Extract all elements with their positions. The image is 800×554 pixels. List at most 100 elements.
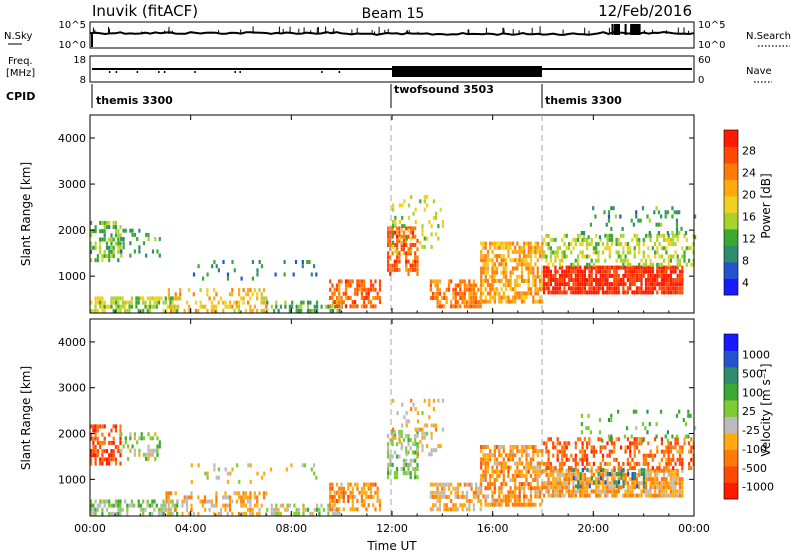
scatter-cell bbox=[484, 287, 487, 292]
scatter-cell bbox=[660, 489, 663, 494]
scatter-cell bbox=[529, 266, 533, 271]
scatter-cell bbox=[103, 225, 106, 230]
scatter-cell bbox=[344, 291, 348, 296]
scatter-cell bbox=[675, 413, 679, 418]
scatter-cell bbox=[633, 254, 636, 259]
scatter-cell bbox=[410, 236, 413, 241]
scatter-cell bbox=[599, 476, 603, 481]
scatter-cell bbox=[145, 456, 148, 461]
scatter-cell bbox=[509, 270, 512, 275]
scatter-cell bbox=[681, 269, 684, 274]
scatter-cell bbox=[489, 295, 492, 300]
scatter-cell bbox=[369, 300, 373, 305]
scatter-cell bbox=[563, 445, 566, 450]
scatter-cell bbox=[554, 445, 557, 450]
scatter-cell bbox=[610, 485, 614, 490]
scatter-cell bbox=[493, 254, 496, 259]
scatter-cell bbox=[532, 266, 535, 271]
scatter-cell bbox=[667, 481, 670, 486]
scatter-cell bbox=[329, 507, 332, 512]
scatter-cell bbox=[477, 287, 480, 292]
scatter-cell bbox=[601, 286, 605, 291]
scatter-cell bbox=[142, 308, 145, 313]
scatter-cell bbox=[539, 502, 542, 507]
scatter-cell bbox=[376, 499, 379, 503]
scatter-cell bbox=[147, 237, 150, 241]
scatter-cell bbox=[256, 511, 259, 516]
scatter-cell bbox=[456, 490, 460, 495]
scatter-cell bbox=[667, 265, 670, 270]
scatter-cell bbox=[647, 493, 650, 498]
scatter-cell bbox=[583, 254, 586, 259]
scatter-cell bbox=[681, 477, 684, 482]
scatter-cell bbox=[654, 493, 657, 498]
scatter-cell bbox=[595, 449, 598, 454]
scatter-cell bbox=[194, 300, 198, 305]
scatter-cell bbox=[224, 304, 227, 309]
scatter-cell bbox=[588, 286, 591, 291]
scatter-cell bbox=[293, 511, 296, 516]
scatter-cell bbox=[678, 282, 682, 287]
scatter-cell bbox=[678, 453, 682, 458]
scatter-cell bbox=[511, 270, 514, 275]
scatter-cell bbox=[153, 304, 156, 309]
scatter-cell bbox=[253, 495, 256, 500]
scatter-cell bbox=[561, 489, 564, 494]
scatter-cell bbox=[112, 440, 115, 445]
scatter-cell bbox=[536, 266, 539, 271]
scatter-cell bbox=[586, 453, 589, 458]
scatter-cell bbox=[484, 278, 487, 283]
scatter-cell bbox=[146, 308, 149, 313]
scatter-cell bbox=[313, 507, 316, 512]
scatter-cell bbox=[369, 490, 373, 495]
scatter-cell bbox=[405, 243, 408, 247]
scatter-cell bbox=[231, 260, 234, 264]
scatter-cell bbox=[119, 296, 122, 301]
scatter-cell bbox=[435, 232, 438, 237]
scatter-cell bbox=[117, 511, 120, 516]
scatter-cell bbox=[398, 230, 401, 235]
scatter-cell bbox=[586, 246, 589, 251]
scatter-cell bbox=[635, 290, 639, 295]
scatter-cell bbox=[523, 241, 526, 246]
y-tick-label: 1000 bbox=[58, 473, 86, 486]
colorbar-segment bbox=[724, 367, 738, 384]
scatter-cell bbox=[498, 241, 501, 246]
scatter-cell bbox=[206, 272, 209, 277]
scatter-cell bbox=[667, 254, 670, 259]
scatter-cell bbox=[635, 409, 638, 414]
scatter-cell bbox=[103, 308, 106, 313]
scatter-cell bbox=[466, 507, 469, 512]
scatter-cell bbox=[647, 286, 650, 291]
scatter-cell bbox=[608, 472, 612, 476]
scatter-cell bbox=[419, 240, 422, 245]
scatter-cell bbox=[636, 484, 639, 489]
scatter-cell bbox=[676, 265, 679, 270]
scatter-cell bbox=[128, 308, 131, 313]
scatter-cell bbox=[547, 449, 550, 454]
scatter-cell bbox=[608, 273, 611, 278]
scatter-cell bbox=[561, 258, 564, 263]
scatter-cell bbox=[405, 458, 408, 463]
scatter-cell bbox=[475, 283, 478, 288]
scatter-cell bbox=[612, 206, 615, 211]
scatter-cell bbox=[103, 254, 106, 259]
scatter-cell bbox=[441, 220, 444, 224]
scatter-cell bbox=[549, 481, 552, 486]
scatter-cell bbox=[489, 486, 492, 491]
scatter-cell bbox=[640, 258, 643, 263]
scatter-cell bbox=[137, 300, 140, 305]
scatter-cell bbox=[452, 291, 455, 296]
scatter-cell bbox=[626, 489, 629, 494]
scatter-cell bbox=[583, 278, 586, 282]
scatter-cell bbox=[416, 255, 419, 260]
scatter-cell bbox=[372, 296, 375, 300]
scatter-cell bbox=[495, 287, 499, 292]
scatter-cell bbox=[96, 440, 99, 445]
scatter-cell bbox=[313, 471, 316, 476]
scatter-cell bbox=[565, 254, 568, 259]
scatter-cell bbox=[558, 278, 562, 282]
scatter-cell bbox=[674, 477, 677, 482]
scatter-cell bbox=[331, 486, 334, 491]
scatter-cell bbox=[101, 220, 104, 225]
